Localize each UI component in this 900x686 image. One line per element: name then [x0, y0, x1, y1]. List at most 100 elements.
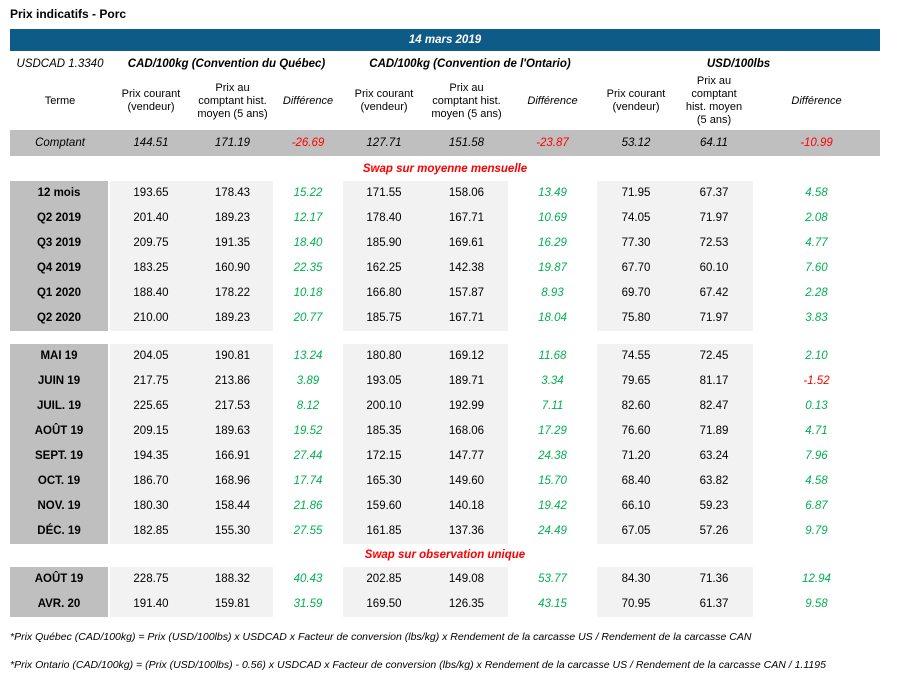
price-cell: 189.71: [425, 369, 508, 394]
term-cell: Q2 2020: [10, 306, 110, 331]
difference-cell: 8.12: [296, 400, 320, 412]
price-cell: 67.05: [597, 519, 675, 544]
difference-cell: 3.83: [805, 312, 828, 324]
price-cell: 53.12: [597, 130, 675, 156]
difference-cell: 27.55: [293, 525, 323, 537]
difference-cell: 17.29: [538, 425, 567, 437]
table-row: 12 mois 193.65 178.43 15.22 171.55 158.06 13.4…: [10, 181, 880, 206]
column-header-row: Terme Prix courant (vendeur) Prix au com…: [10, 74, 880, 130]
price-cell: 200.10: [343, 394, 425, 419]
price-cell: 151.58: [425, 130, 508, 156]
difference-cell: -23.87: [508, 130, 597, 156]
price-cell: 190.81: [192, 344, 273, 369]
price-cell: 169.50: [343, 592, 425, 617]
price-cell: 193.05: [343, 369, 425, 394]
price-cell: 63.82: [675, 469, 753, 494]
difference-cell: 4.71: [805, 425, 828, 437]
table-row: Q2 2020 210.00 189.23 20.77 185.75 167.71 18.0…: [10, 306, 880, 331]
price-cell: 192.99: [425, 394, 508, 419]
price-cell: 149.08: [425, 567, 508, 592]
price-cell: 194.35: [110, 444, 192, 469]
price-cell: 71.95: [597, 181, 675, 206]
monthly-rows: MAI 19 204.05 190.81 13.24 180.80 169.12 11.68…: [10, 344, 880, 544]
price-cell: 84.30: [597, 567, 675, 592]
price-cell: 137.36: [425, 519, 508, 544]
term-cell: OCT. 19: [10, 469, 110, 494]
price-cell: 61.37: [675, 592, 753, 617]
difference-cell: -1.52: [803, 375, 830, 387]
difference-cell: 16.29: [538, 237, 567, 249]
difference-cell: 7.96: [805, 450, 828, 462]
price-cell: 82.47: [675, 394, 753, 419]
table-row: Q2 2019 201.40 189.23 12.17 178.40 167.71 10.6…: [10, 206, 880, 231]
difference-cell: 21.86: [293, 500, 323, 512]
table-row: AOÛT 19 228.75 188.32 40.43 202.85 149.08 53.7…: [10, 567, 880, 592]
section-title-single-observation-swap: Swap sur observation unique: [364, 549, 526, 561]
price-cell: 180.30: [110, 494, 192, 519]
table-row: Q4 2019 183.25 160.90 22.35 162.25 142.38 19.8…: [10, 256, 880, 281]
price-cell: 189.23: [192, 306, 273, 331]
difference-cell: 15.70: [538, 475, 567, 487]
section-title-monthly-average-swap: Swap sur moyenne mensuelle: [362, 163, 528, 175]
difference-cell: 22.35: [293, 262, 323, 274]
difference-cell: 11.68: [538, 350, 567, 362]
price-cell: 71.36: [675, 567, 753, 592]
price-cell: 178.40: [343, 206, 425, 231]
price-cell: 71.97: [675, 306, 753, 331]
price-cell: 70.95: [597, 592, 675, 617]
price-cell: 217.53: [192, 394, 273, 419]
price-cell: 189.63: [192, 419, 273, 444]
price-cell: 201.40: [110, 206, 192, 231]
price-cell: 76.60: [597, 419, 675, 444]
price-cell: 161.85: [343, 519, 425, 544]
difference-cell: 17.74: [293, 475, 323, 487]
term-cell: AVR. 20: [10, 592, 110, 617]
group-header-row: USDCAD 1.3340 CAD/100kg (Convention du Q…: [10, 54, 880, 74]
difference-cell: 24.38: [538, 450, 567, 462]
price-cell: 166.91: [192, 444, 273, 469]
difference-cell: 18.04: [538, 312, 567, 324]
price-cell: 64.11: [675, 130, 753, 156]
price-cell: 67.37: [675, 181, 753, 206]
price-cell: 74.05: [597, 206, 675, 231]
price-cell: 188.32: [192, 567, 273, 592]
price-cell: 82.60: [597, 394, 675, 419]
term-cell: AOÛT 19: [10, 567, 110, 592]
price-cell: 60.10: [675, 256, 753, 281]
column-header-current: Prix courant (vendeur): [354, 88, 414, 113]
difference-cell: 31.59: [293, 598, 323, 610]
price-cell: 209.15: [110, 419, 192, 444]
price-cell: 167.71: [425, 206, 508, 231]
price-cell: 178.22: [192, 281, 273, 306]
price-cell: 127.71: [343, 130, 425, 156]
price-cell: 228.75: [110, 567, 192, 592]
difference-cell: -10.99: [753, 130, 880, 156]
price-cell: 169.61: [425, 231, 508, 256]
price-cell: 162.25: [343, 256, 425, 281]
column-header-difference: Différence: [282, 94, 334, 107]
date-header-bar: 14 mars 2019: [10, 29, 880, 51]
table-row: JUIN 19 217.75 213.86 3.89 193.05 189.71 3.34 7…: [10, 369, 880, 394]
term-cell: Q1 2020: [10, 281, 110, 306]
table-row: AVR. 20 191.40 159.81 31.59 169.50 126.35 43.1…: [10, 592, 880, 617]
price-cell: 75.80: [597, 306, 675, 331]
price-cell: 209.75: [110, 231, 192, 256]
table-row: Q1 2020 188.40 178.22 10.18 166.80 157.87 8.93…: [10, 281, 880, 306]
term-cell: Q4 2019: [10, 256, 110, 281]
difference-cell: 4.77: [805, 237, 828, 249]
table-row: OCT. 19 186.70 168.96 17.74 165.30 149.60 15.7…: [10, 469, 880, 494]
price-cell: 149.60: [425, 469, 508, 494]
difference-cell: 10.69: [538, 212, 567, 224]
term-cell: NOV. 19: [10, 494, 110, 519]
difference-cell: 4.58: [805, 475, 828, 487]
difference-cell: 19.87: [538, 262, 567, 274]
term-cell: Q3 2019: [10, 231, 110, 256]
price-cell: 157.87: [425, 281, 508, 306]
price-cell: 188.40: [110, 281, 192, 306]
price-cell: 193.65: [110, 181, 192, 206]
price-cell: 186.70: [110, 469, 192, 494]
price-cell: 147.77: [425, 444, 508, 469]
price-cell: 191.35: [192, 231, 273, 256]
price-cell: 180.80: [343, 344, 425, 369]
price-cell: 178.43: [192, 181, 273, 206]
